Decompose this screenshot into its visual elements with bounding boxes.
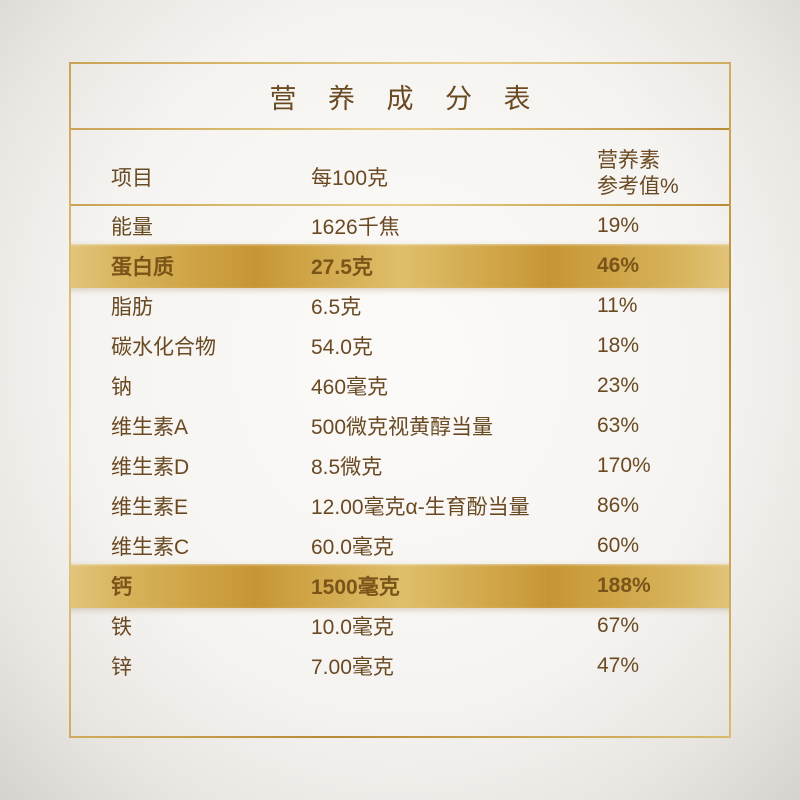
cell-nrv: 19% (597, 213, 707, 239)
cell-nrv: 18% (597, 333, 707, 359)
cell-nrv: 46% (597, 253, 707, 279)
title-row: 营 养 成 分 表 (71, 64, 729, 130)
cell-item: 维生素C (111, 531, 311, 561)
cell-item: 钙 (111, 571, 311, 601)
cell-nrv: 63% (597, 413, 707, 439)
cell-per100g: 8.5微克 (311, 451, 597, 481)
header-col-nrv: 营养素 参考值% (597, 148, 707, 201)
cell-item: 维生素E (111, 491, 311, 521)
cell-item: 维生素A (111, 411, 311, 441)
table-row: 能量1626千焦19% (71, 206, 729, 246)
cell-item: 维生素D (111, 451, 311, 481)
cell-item: 能量 (111, 211, 311, 241)
table-row: 铁10.0毫克67% (71, 606, 729, 646)
cell-per100g: 12.00毫克α-生育酚当量 (311, 491, 597, 521)
table-row: 钠460毫克23% (71, 366, 729, 406)
cell-per100g: 27.5克 (311, 251, 597, 281)
nutrition-panel: 营 养 成 分 表 项目 每100克 营养素 参考值% 能量1626千焦19%蛋… (69, 62, 731, 738)
cell-item: 铁 (111, 611, 311, 641)
cell-item: 碳水化合物 (111, 331, 311, 361)
table-row: 锌7.00毫克47% (71, 646, 729, 686)
cell-per100g: 54.0克 (311, 331, 597, 361)
cell-nrv: 188% (597, 573, 707, 599)
nutrition-panel-inner: 营 养 成 分 表 项目 每100克 营养素 参考值% 能量1626千焦19%蛋… (71, 64, 729, 736)
cell-nrv: 60% (597, 533, 707, 559)
cell-per100g: 500微克视黄醇当量 (311, 411, 597, 441)
cell-nrv: 23% (597, 373, 707, 399)
cell-item: 锌 (111, 651, 311, 681)
cell-per100g: 1500毫克 (311, 571, 597, 601)
rows-wrap: 能量1626千焦19%蛋白质27.5克46%脂肪6.5克11%碳水化合物54.0… (71, 206, 729, 686)
cell-per100g: 60.0毫克 (311, 531, 597, 561)
cell-nrv: 67% (597, 613, 707, 639)
cell-nrv: 86% (597, 493, 707, 519)
cell-nrv: 170% (597, 453, 707, 479)
table-title: 营 养 成 分 表 (257, 77, 542, 116)
cell-item: 蛋白质 (111, 251, 311, 281)
table-row: 维生素C60.0毫克60% (71, 526, 729, 566)
cell-nrv: 11% (597, 293, 707, 319)
cell-per100g: 1626千焦 (311, 211, 597, 241)
header-row: 项目 每100克 营养素 参考值% (71, 130, 729, 206)
cell-item: 钠 (111, 371, 311, 401)
table-row: 碳水化合物54.0克18% (71, 326, 729, 366)
table-row: 钙1500毫克188% (71, 566, 729, 606)
rows-container: 能量1626千焦19%蛋白质27.5克46%脂肪6.5克11%碳水化合物54.0… (71, 206, 729, 686)
table-row: 维生素A500微克视黄醇当量63% (71, 406, 729, 446)
cell-per100g: 6.5克 (311, 291, 597, 321)
cell-per100g: 460毫克 (311, 371, 597, 401)
table-row: 蛋白质27.5克46% (71, 246, 729, 286)
table-row: 脂肪6.5克11% (71, 286, 729, 326)
table-row: 维生素E12.00毫克α-生育酚当量86% (71, 486, 729, 526)
header-col-per100: 每100克 (311, 148, 597, 192)
table-row: 维生素D8.5微克170% (71, 446, 729, 486)
cell-item: 脂肪 (111, 291, 311, 321)
cell-per100g: 10.0毫克 (311, 611, 597, 641)
cell-per100g: 7.00毫克 (311, 651, 597, 681)
cell-nrv: 47% (597, 653, 707, 679)
header-col-item: 项目 (111, 148, 311, 192)
